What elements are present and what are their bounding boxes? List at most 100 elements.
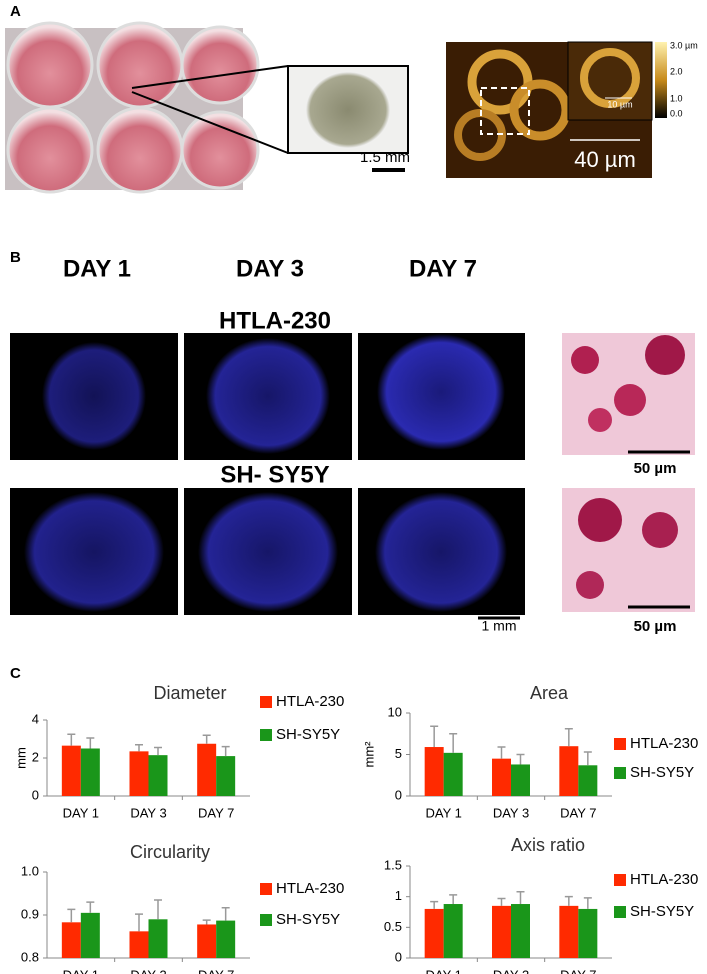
error-bar (497, 897, 506, 906)
legend-swatch (260, 914, 272, 926)
afm-scale: 40 µm (574, 147, 636, 172)
bar (443, 904, 463, 958)
legend-label: SH-SY5Y (276, 911, 340, 928)
error-bar (449, 733, 458, 753)
bar (578, 908, 598, 958)
bar (559, 746, 579, 796)
inset-scale: 10 µm (607, 99, 632, 109)
legend-label: SH-SY5Y (630, 903, 694, 920)
error-bar (564, 728, 573, 747)
legend-swatch (614, 767, 626, 779)
error-bar (516, 753, 525, 765)
error-bar (202, 734, 211, 744)
chart-title: Axis ratio (511, 835, 585, 855)
bar (559, 905, 579, 958)
scale-label: 1 mm (482, 618, 517, 634)
x-tick-label: DAY 1 (63, 805, 99, 820)
bar (424, 747, 444, 796)
day-label: DAY 3 (236, 255, 304, 282)
y-tick-label: 10 (388, 704, 402, 719)
error-bar (135, 743, 143, 752)
error-bar (154, 746, 162, 756)
afm-image (446, 41, 653, 178)
error-bar (135, 913, 143, 932)
error-bar (430, 900, 439, 909)
y-tick-label: 0 (395, 949, 402, 964)
scale-label: 50 µm (634, 618, 677, 635)
x-tick-label: DAY 7 (198, 805, 234, 820)
scale-label: 1.5 mm (360, 149, 410, 166)
colorbar-tick: 0.0 (670, 108, 683, 118)
x-tick-label: DAY 1 (425, 967, 461, 974)
y-tick-label: 1.0 (21, 863, 39, 878)
bar (61, 745, 81, 796)
row-label: SH- SY5Y (220, 461, 329, 488)
y-axis-label: mm² (361, 741, 376, 768)
legend-label: HTLA-230 (630, 735, 698, 752)
bar (492, 905, 511, 958)
bar (148, 919, 168, 958)
x-tick-label: DAY 7 (198, 967, 234, 974)
legend-swatch (614, 738, 626, 750)
bar (80, 748, 100, 796)
fluorescence-images (10, 333, 525, 615)
legend-label: SH-SY5Y (630, 764, 694, 781)
error-bar (67, 908, 76, 923)
legend-swatch (614, 906, 626, 918)
error-bar (67, 733, 76, 746)
day-label: DAY 7 (409, 255, 477, 282)
bar (197, 743, 217, 796)
y-tick-label: 0.5 (384, 919, 402, 934)
error-bar (516, 891, 525, 905)
x-tick-label: DAY 1 (63, 967, 99, 974)
error-bar (449, 894, 458, 905)
bar (216, 920, 236, 958)
x-tick-label: DAY 7 (560, 967, 596, 974)
scale-label: 50 µm (634, 460, 677, 477)
bar (578, 765, 598, 796)
colorbar-tick: 2.0 (670, 66, 683, 76)
legend-label: HTLA-230 (276, 693, 344, 710)
bar (424, 908, 444, 958)
error-bar (583, 897, 592, 909)
error-bar (154, 899, 162, 920)
panel-label: C (10, 665, 21, 682)
zoom-line (131, 65, 289, 89)
bar (129, 931, 149, 958)
legend-label: HTLA-230 (276, 880, 344, 897)
y-tick-label: 0.9 (21, 906, 39, 921)
well-plate-photo (5, 21, 260, 194)
bar (129, 751, 149, 796)
error-bar (583, 751, 592, 766)
y-tick-label: 5 (395, 746, 402, 761)
legend-swatch (260, 729, 272, 741)
y-tick-label: 1.5 (384, 857, 402, 872)
chart-title: Diameter (153, 683, 226, 703)
bar (511, 904, 530, 958)
chart-title: Area (530, 683, 569, 703)
bar (511, 764, 530, 796)
legend-label: SH-SY5Y (276, 726, 340, 743)
y-tick-label: 4 (32, 711, 39, 726)
zoom-photo (287, 65, 409, 154)
bar (492, 758, 511, 796)
bar (61, 922, 81, 958)
y-tick-label: 0.8 (21, 949, 39, 964)
legend-swatch (614, 874, 626, 886)
panel-label: A (10, 3, 21, 20)
error-bar (202, 919, 211, 925)
error-bar (221, 745, 230, 757)
error-bar (497, 746, 506, 759)
bar (148, 755, 168, 796)
y-tick-label: 2 (32, 749, 39, 764)
legend-swatch (260, 883, 272, 895)
colorbar-tick: 3.0 µm (670, 40, 698, 50)
zoom-line (131, 91, 289, 154)
error-bar (564, 895, 573, 906)
legend-label: HTLA-230 (630, 871, 698, 888)
bar (80, 912, 100, 958)
chart-title: Circularity (130, 842, 210, 862)
bar (216, 756, 236, 796)
x-tick-label: DAY 3 (130, 805, 166, 820)
